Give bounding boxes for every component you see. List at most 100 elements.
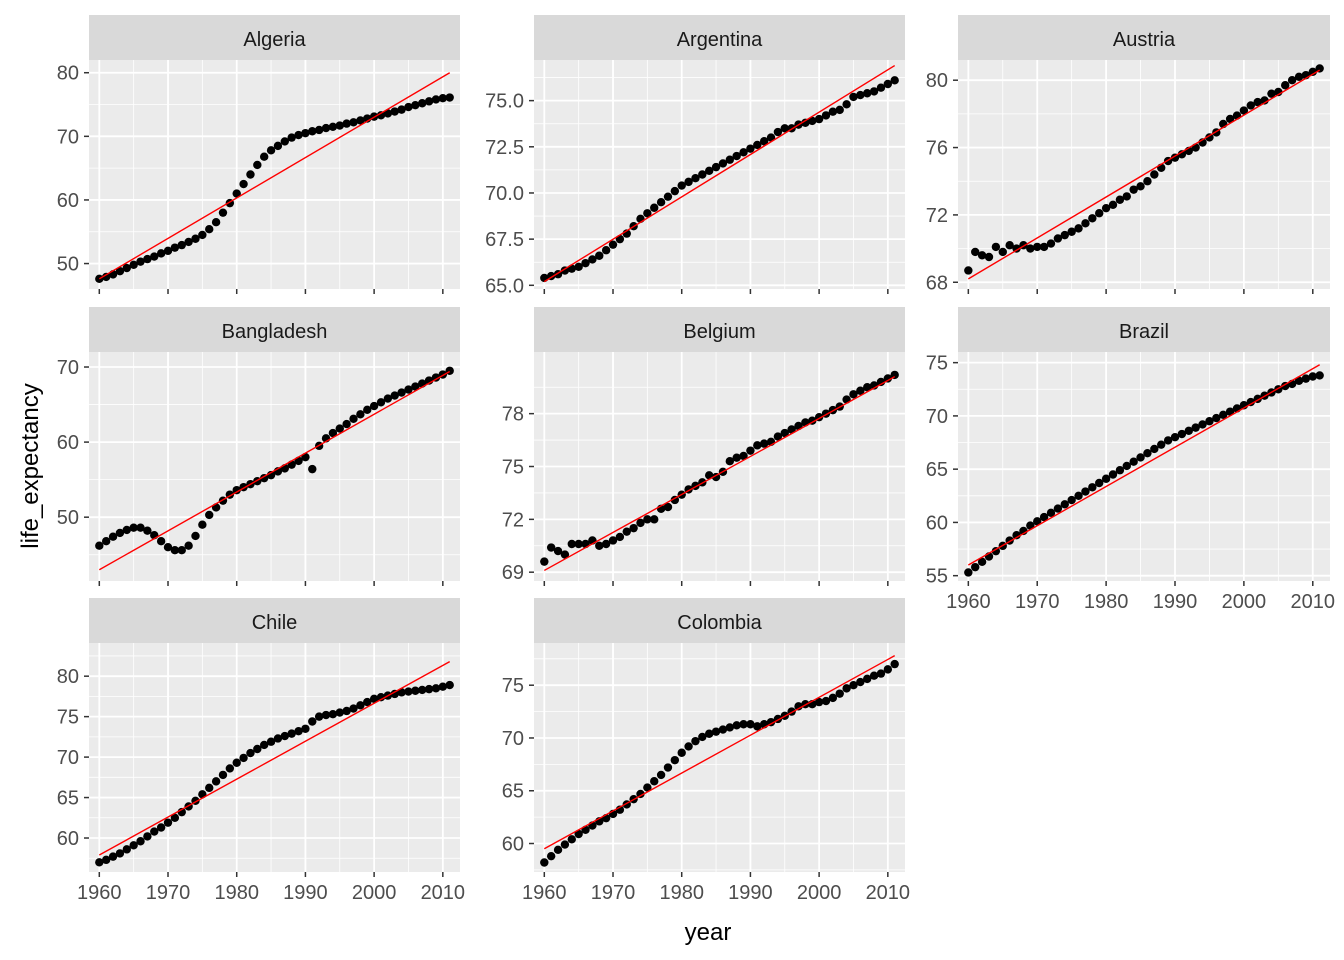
data-point: [1308, 372, 1317, 381]
data-point: [445, 93, 454, 102]
data-point: [431, 684, 441, 693]
data-point: [342, 706, 351, 716]
facet-strip: [534, 307, 905, 352]
data-point: [308, 127, 317, 136]
y-tick-label: 67.5: [485, 229, 524, 251]
data-point: [108, 532, 118, 541]
x-tick-label: 1990: [283, 882, 328, 904]
data-point: [328, 428, 338, 438]
data-point: [335, 708, 344, 717]
data-point: [1026, 244, 1035, 253]
data-point: [115, 528, 125, 538]
facet-strip: [89, 307, 460, 352]
x-tick-label: 2000: [797, 882, 842, 904]
data-point: [1163, 436, 1173, 445]
data-point: [856, 90, 865, 100]
data-point: [301, 128, 310, 138]
data-point: [684, 742, 693, 751]
data-point: [287, 133, 296, 142]
facet-title: Brazil: [1119, 321, 1169, 343]
data-point: [991, 242, 1001, 252]
data-point: [218, 208, 228, 217]
data-point: [177, 546, 186, 555]
y-tick-label: 72: [926, 205, 948, 227]
y-tick-label: 75.0: [485, 91, 524, 113]
data-point: [342, 419, 351, 429]
data-point: [1081, 219, 1090, 228]
data-point: [718, 159, 728, 168]
data-point: [753, 722, 762, 731]
facet-panel-austria: Austria 68 72 76 80: [926, 15, 1330, 294]
y-tick-label: 72: [502, 509, 524, 531]
data-point: [615, 532, 625, 542]
data-point: [574, 262, 583, 272]
data-point: [1184, 426, 1193, 436]
facet-title: Austria: [1113, 29, 1176, 51]
y-tick-label: 65: [502, 781, 524, 803]
data-point: [308, 717, 317, 726]
data-point: [883, 665, 893, 674]
x-tick-label: 1960: [946, 591, 991, 613]
data-point: [1225, 114, 1235, 124]
data-point: [156, 249, 166, 258]
data-point: [376, 111, 386, 120]
data-point: [842, 684, 851, 693]
data-point: [1053, 234, 1063, 243]
data-point: [677, 748, 686, 757]
data-point: [273, 734, 283, 743]
facet-strip: [958, 15, 1330, 60]
data-point: [643, 515, 652, 524]
data-point: [163, 818, 173, 827]
data-point: [191, 234, 200, 243]
data-point: [156, 823, 166, 832]
data-point: [136, 523, 145, 532]
data-point: [349, 704, 358, 713]
data-point: [411, 100, 420, 110]
data-point: [567, 539, 576, 549]
y-tick-label: 80: [57, 63, 79, 85]
data-point: [977, 251, 987, 260]
data-point: [1253, 97, 1262, 107]
data-point: [863, 674, 872, 684]
facet-strip: [89, 598, 460, 643]
data-point: [301, 724, 310, 733]
data-point: [1143, 448, 1152, 458]
data-point: [883, 374, 893, 383]
data-point: [759, 137, 769, 146]
x-tick-label: 1990: [728, 882, 773, 904]
data-point: [732, 721, 741, 730]
data-point: [856, 677, 865, 687]
data-point: [684, 177, 693, 187]
data-point: [650, 777, 659, 786]
data-point: [1205, 133, 1214, 142]
data-point: [1122, 461, 1131, 471]
data-point: [129, 841, 138, 850]
y-tick-label: 75: [57, 707, 79, 729]
facet-strip: [89, 15, 460, 60]
data-point: [411, 382, 420, 391]
data-point: [1033, 242, 1042, 252]
data-point: [1060, 230, 1069, 240]
data-point: [1039, 242, 1049, 252]
data-point: [691, 173, 700, 183]
data-point: [546, 851, 556, 861]
data-point: [225, 764, 235, 773]
data-point: [663, 192, 673, 201]
data-point: [1191, 423, 1200, 432]
data-point: [1260, 96, 1269, 105]
data-point: [1315, 371, 1324, 380]
data-point: [397, 688, 406, 697]
data-point: [725, 155, 735, 164]
data-point: [1150, 444, 1159, 454]
data-point: [418, 685, 427, 695]
data-point: [849, 390, 858, 399]
data-point: [1191, 143, 1200, 152]
data-point: [1115, 466, 1125, 475]
data-point: [711, 162, 721, 172]
data-point: [390, 391, 399, 400]
data-point: [129, 260, 138, 270]
data-point: [294, 130, 303, 140]
data-point: [595, 251, 604, 260]
data-point: [746, 144, 755, 153]
x-tick-label: 1990: [1153, 591, 1198, 613]
